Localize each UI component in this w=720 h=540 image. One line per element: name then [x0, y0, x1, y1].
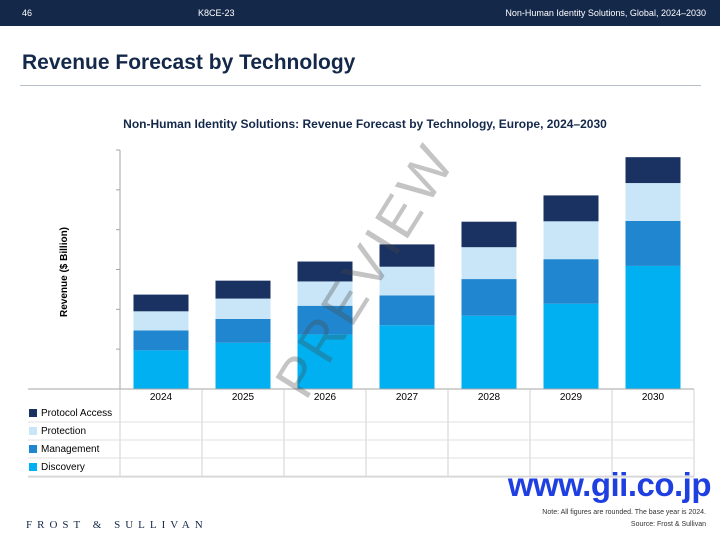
report-title: Non-Human Identity Solutions, Global, 20…: [505, 8, 706, 18]
bar-segment-protocol-access-2030: [625, 157, 681, 184]
slide-title: Revenue Forecast by Technology: [22, 51, 356, 74]
bar-segment-management-2026: [297, 305, 353, 335]
bar-segment-protection-2029: [543, 221, 599, 260]
bar-segment-discovery-2024: [133, 350, 189, 389]
x-tick-label: 2028: [478, 392, 501, 403]
brand-logo: FROST & SULLIVAN: [26, 519, 208, 531]
legend-swatch: [29, 409, 37, 417]
bar-segment-discovery-2026: [297, 334, 353, 389]
bar-segment-management-2028: [461, 279, 517, 316]
bar-segment-protocol-access-2025: [215, 280, 271, 299]
legend-item: Protocol Access: [29, 404, 112, 422]
legend-label: Protection: [41, 425, 87, 437]
bar-segment-protection-2027: [379, 266, 435, 296]
legend-label: Protocol Access: [41, 407, 113, 419]
bar-segment-management-2024: [133, 330, 189, 351]
title-divider: [20, 85, 701, 86]
report-code: K8CE-23: [198, 8, 235, 18]
bar-segment-protocol-access-2026: [297, 261, 353, 282]
bar-segment-discovery-2025: [215, 342, 271, 389]
bar-segment-discovery-2028: [461, 315, 517, 389]
legend-item: Management: [29, 440, 99, 458]
gii-site-logo[interactable]: www.gii.co.jp: [507, 466, 712, 503]
bar-segment-management-2025: [215, 318, 271, 343]
bar-segment-protocol-access-2027: [379, 244, 435, 267]
legend-item: Protection: [29, 422, 86, 440]
bar-segment-management-2029: [543, 259, 599, 304]
source-note: Source: Frost & Sullivan: [630, 521, 706, 528]
bar-segment-discovery-2030: [625, 265, 681, 389]
x-tick-label: 2024: [150, 392, 173, 403]
bar-segment-protection-2026: [297, 281, 353, 306]
x-tick-label: 2030: [642, 392, 665, 403]
x-tick-label: 2026: [314, 392, 337, 403]
legend-label: Management: [41, 443, 100, 455]
top-bar: 46 K8CE-23 Non-Human Identity Solutions,…: [0, 0, 720, 26]
bar-segment-discovery-2027: [379, 325, 435, 389]
legend-label: Discovery: [41, 461, 85, 473]
chart-title: Non-Human Identity Solutions: Revenue Fo…: [123, 117, 607, 131]
bar-segment-discovery-2029: [543, 303, 599, 389]
page-number: 46: [22, 8, 33, 18]
x-tick-label: 2029: [560, 392, 583, 403]
x-tick-label: 2027: [396, 392, 419, 403]
bar-segment-management-2030: [625, 220, 681, 266]
bar-segment-protection-2025: [215, 298, 271, 319]
bar-segment-protection-2028: [461, 247, 517, 280]
bar-segment-management-2027: [379, 295, 435, 326]
bar-segment-protocol-access-2024: [133, 294, 189, 312]
legend-item: Discovery: [29, 458, 85, 476]
bar-segment-protection-2024: [133, 311, 189, 331]
footnote: Note: All figures are rounded. The base …: [542, 509, 706, 516]
bar-segment-protocol-access-2028: [461, 221, 517, 248]
y-axis-label: Revenue ($ Billion): [59, 226, 70, 317]
legend-swatch: [29, 445, 37, 453]
legend-swatch: [29, 463, 37, 471]
bar-segment-protocol-access-2029: [543, 195, 599, 222]
x-tick-label: 2025: [232, 392, 255, 403]
legend-swatch: [29, 427, 37, 435]
bar-segment-protection-2030: [625, 183, 681, 221]
